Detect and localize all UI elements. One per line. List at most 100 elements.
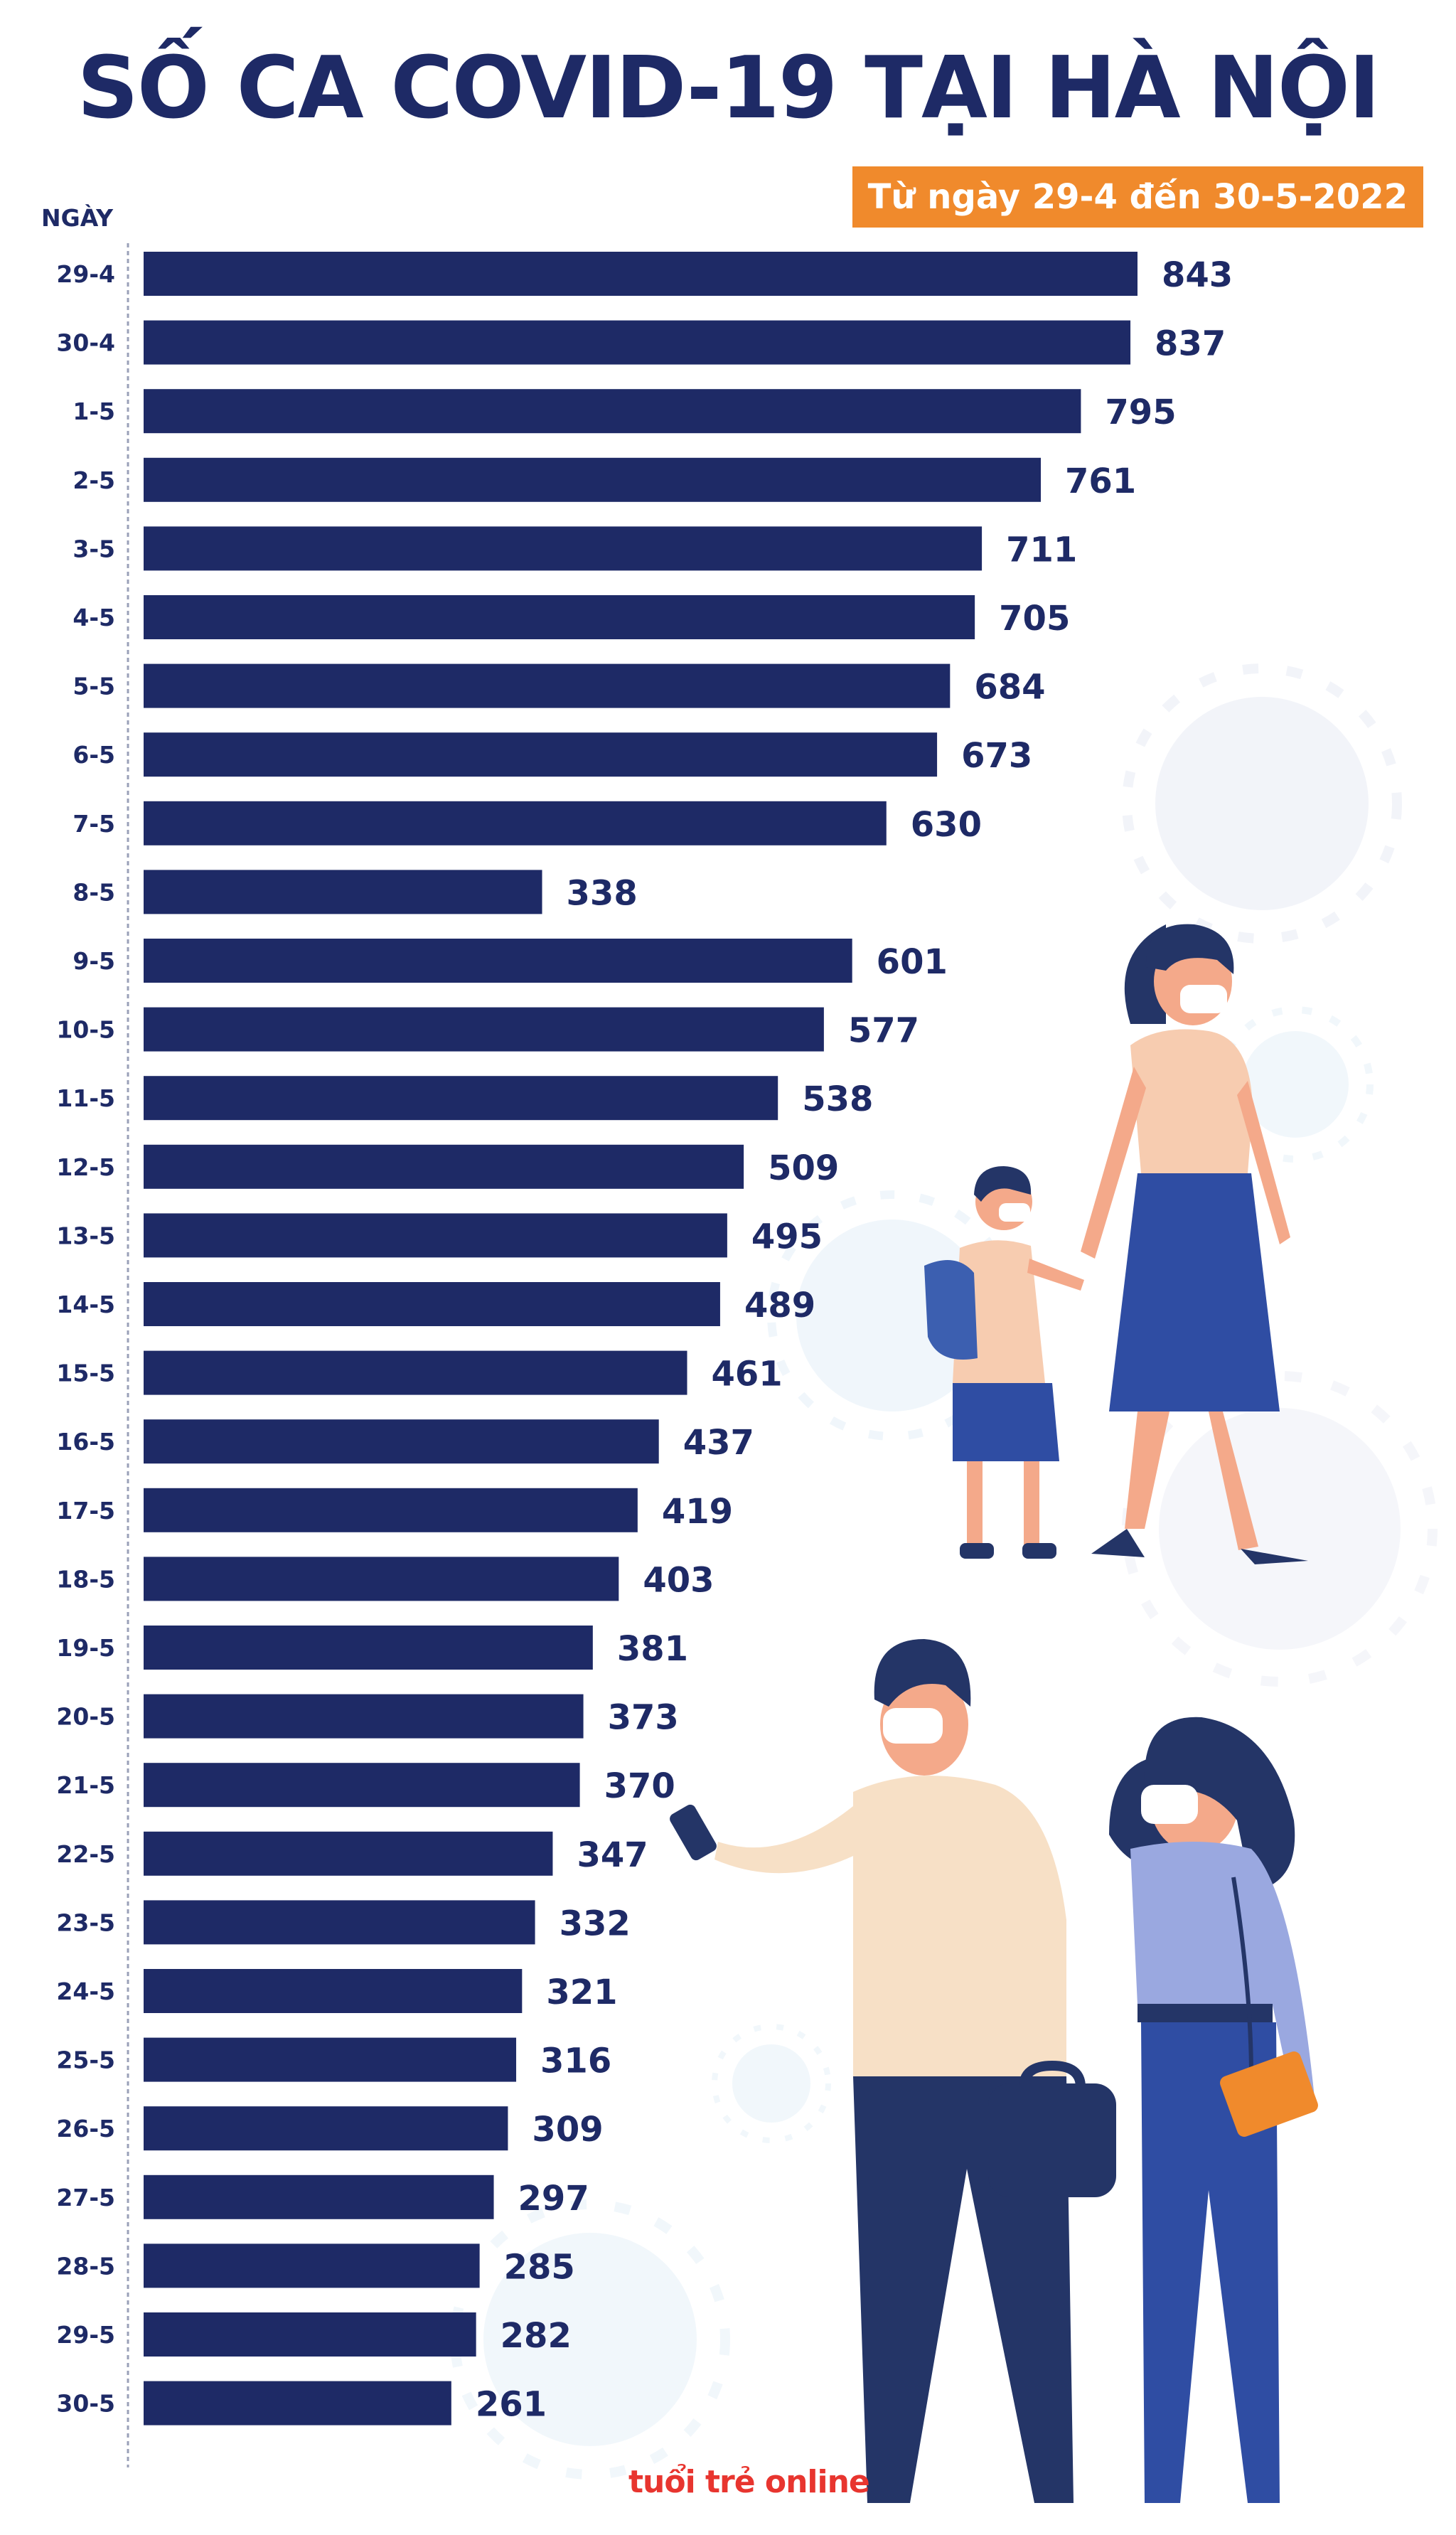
bars-group: 29-4 843 30-4 837 1-5 795 2-5 761 3-5 711 4-5 705 5-…: [56, 252, 1233, 2425]
category-label: 14-5: [56, 1291, 115, 1318]
category-label: 2-5: [73, 466, 115, 494]
category-label: 29-4: [56, 260, 115, 288]
category-label: 30-4: [56, 329, 115, 357]
value-label: 332: [560, 1904, 631, 1943]
bar: [144, 1350, 687, 1395]
value-label: 577: [848, 1011, 919, 1051]
value-label: 630: [911, 805, 982, 845]
bar: [144, 2106, 508, 2151]
category-label: 21-5: [56, 1771, 115, 1799]
virus-decoration-6: [450, 2199, 730, 2480]
category-label: 3-5: [73, 535, 115, 562]
value-label: 316: [540, 2042, 611, 2081]
category-label: 12-5: [56, 1153, 115, 1181]
category-label: 28-5: [56, 2252, 115, 2280]
category-label: 26-5: [56, 2115, 115, 2142]
category-label: 6-5: [73, 741, 115, 769]
value-label: 309: [532, 2110, 603, 2150]
child-figure: [924, 1166, 1084, 1559]
value-label: 761: [1065, 461, 1136, 501]
bar: [144, 1213, 727, 1258]
bar: [144, 939, 852, 983]
value-label: 795: [1105, 393, 1176, 432]
category-label: 5-5: [73, 673, 115, 700]
bar: [144, 1144, 744, 1189]
value-label: 601: [877, 942, 948, 982]
bar: [144, 252, 1138, 296]
virus-decoration-5: [712, 2024, 831, 2143]
category-label: 24-5: [56, 1978, 115, 2005]
category-label: 13-5: [56, 1222, 115, 1249]
value-label: 489: [744, 1286, 815, 1325]
bar: [144, 1626, 593, 1670]
value-label: 684: [974, 668, 1045, 708]
category-label: 18-5: [56, 1565, 115, 1593]
category-label: 22-5: [56, 1840, 115, 1868]
bar: [144, 1831, 553, 1876]
bar: [144, 1969, 523, 2013]
bar: [144, 732, 938, 777]
value-label: 261: [476, 2385, 547, 2425]
bar: [144, 1694, 584, 1739]
category-label: 25-5: [56, 2046, 115, 2074]
category-label: 23-5: [56, 1909, 115, 1936]
category-label: 9-5: [73, 947, 115, 975]
woman-purse-figure: [1109, 1717, 1318, 2503]
date-range-badge: Từ ngày 29-4 đến 30-5-2022: [852, 166, 1423, 228]
bar: [144, 870, 542, 914]
category-label: 19-5: [56, 1634, 115, 1662]
bar: [144, 2312, 476, 2357]
bar: [144, 2243, 480, 2288]
value-label: 837: [1155, 324, 1226, 364]
category-label: 7-5: [73, 810, 115, 838]
bar: [144, 1076, 778, 1121]
bar: [144, 1419, 659, 1464]
category-label: 10-5: [56, 1016, 115, 1044]
woman-figure: [1081, 924, 1308, 1564]
category-label: 17-5: [56, 1497, 115, 1525]
virus-decoration-1: [1122, 663, 1402, 944]
category-label: 30-5: [56, 2390, 115, 2418]
bar: [144, 1282, 720, 1326]
bar: [144, 595, 975, 639]
value-label: 297: [518, 2179, 589, 2219]
value-label: 403: [643, 1560, 714, 1600]
value-label: 370: [604, 1766, 675, 1806]
bar: [144, 2037, 517, 2082]
bar: [144, 1557, 619, 1601]
category-label: 4-5: [73, 604, 115, 631]
category-label: 20-5: [56, 1703, 115, 1731]
bar: [144, 2381, 451, 2425]
man-figure: [670, 1639, 1116, 2503]
bar: [144, 801, 887, 845]
bar: [144, 1488, 638, 1532]
bar: [144, 389, 1081, 434]
value-label: 419: [662, 1492, 733, 1532]
value-label: 461: [712, 1355, 783, 1394]
bar: [144, 1763, 580, 1808]
value-label: 437: [683, 1423, 754, 1463]
value-label: 285: [504, 2247, 575, 2287]
value-label: 373: [608, 1698, 679, 1738]
category-label: 29-5: [56, 2321, 115, 2349]
value-label: 321: [546, 1973, 617, 2012]
virus-decoration-2: [1217, 1006, 1374, 1163]
value-label: 381: [617, 1629, 688, 1669]
value-label: 338: [567, 873, 638, 913]
value-label: 509: [768, 1148, 839, 1188]
category-label: 16-5: [56, 1428, 115, 1456]
bar: [144, 1007, 824, 1052]
value-label: 347: [577, 1835, 648, 1875]
value-label: 711: [1006, 530, 1077, 570]
category-label: 27-5: [56, 2184, 115, 2211]
value-label: 705: [999, 599, 1070, 639]
value-label: 495: [751, 1217, 823, 1256]
value-label: 282: [500, 2316, 572, 2356]
category-label: 11-5: [56, 1084, 115, 1112]
category-label: 1-5: [73, 397, 115, 425]
tuoitre-logo: tuổi trẻ online: [628, 2464, 870, 2500]
bar: [144, 526, 983, 571]
bar: [144, 663, 951, 708]
